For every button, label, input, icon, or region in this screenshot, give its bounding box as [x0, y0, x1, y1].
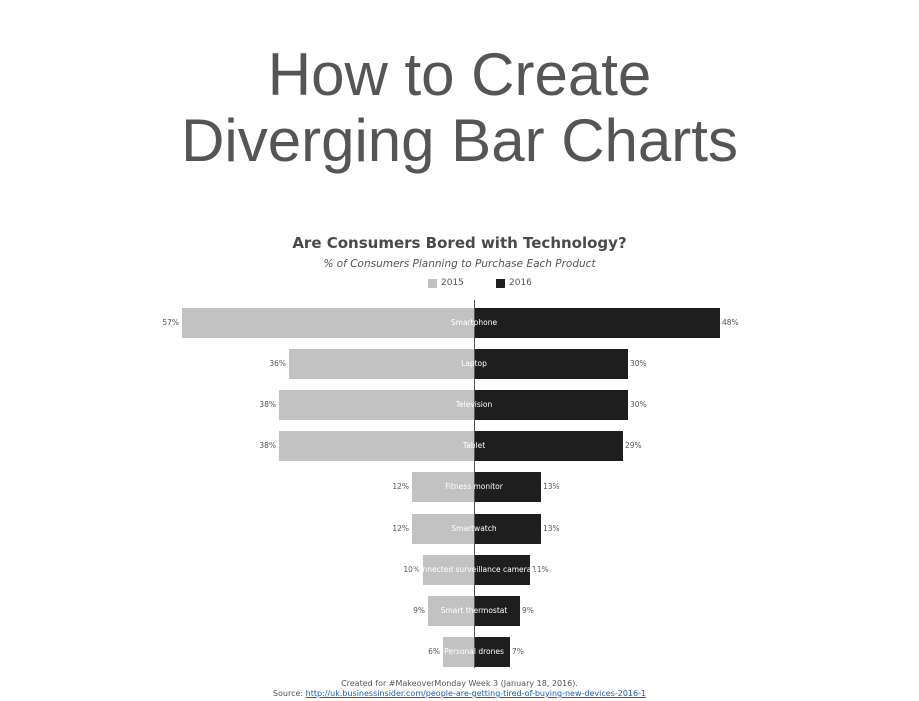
- footer-credit: Created for #MakeoverMonday Week 3 (Janu…: [341, 679, 578, 688]
- page-title: How to Create Diverging Bar Charts: [0, 42, 919, 174]
- bar-2015[interactable]: [412, 514, 474, 544]
- value-label-2015: 9%: [413, 606, 425, 615]
- bar-2016[interactable]: [474, 308, 720, 338]
- category-label: Television: [455, 400, 493, 409]
- value-label-2016: 13%: [543, 482, 560, 491]
- value-label-2016: 30%: [630, 359, 647, 368]
- value-label-2016: 48%: [722, 318, 739, 327]
- category-label: Smartphone: [450, 318, 498, 327]
- value-label-2016: 7%: [512, 647, 524, 656]
- category-label: Smart thermostat: [440, 606, 508, 615]
- bar-2015[interactable]: [428, 596, 474, 626]
- bar-2015[interactable]: [182, 308, 474, 338]
- footer-source: Source: http://uk.businessinsider.com/pe…: [0, 689, 919, 698]
- chart-title: Are Consumers Bored with Technology?: [292, 234, 627, 252]
- value-label-2015: 38%: [259, 441, 276, 450]
- center-axis: [474, 300, 475, 668]
- value-label-2015: 36%: [269, 359, 286, 368]
- value-label-2016: 11%: [532, 565, 549, 574]
- source-link[interactable]: http://uk.businessinsider.com/people-are…: [305, 689, 647, 698]
- bar-2016[interactable]: [474, 596, 520, 626]
- legend-label-2016: 2016: [509, 278, 532, 288]
- value-label-2016: 13%: [543, 524, 560, 533]
- legend-label-2015: 2015: [441, 278, 464, 288]
- legend-item-2015: 2015: [428, 278, 464, 288]
- value-label-2016: 29%: [625, 441, 642, 450]
- value-label-2015: 6%: [428, 647, 440, 656]
- legend-swatch-2016: [496, 278, 505, 288]
- value-label-2015: 12%: [392, 482, 409, 491]
- bar-2016[interactable]: [474, 349, 628, 379]
- bar-2016[interactable]: [474, 390, 628, 420]
- category-label: Smartwatch: [451, 524, 497, 533]
- value-label-2015: 10%: [403, 565, 420, 574]
- bar-2015[interactable]: [423, 555, 474, 585]
- value-label-2015: 57%: [162, 318, 179, 327]
- page-title-line2: Diverging Bar Charts: [181, 107, 738, 174]
- legend-swatch-2015: [428, 278, 437, 288]
- bar-2016[interactable]: [474, 431, 623, 461]
- bar-2016[interactable]: [474, 555, 530, 585]
- bar-2015[interactable]: [289, 349, 474, 379]
- legend-item-2016: 2016: [496, 278, 532, 288]
- bar-2015[interactable]: [412, 472, 474, 502]
- bar-2016[interactable]: [474, 472, 541, 502]
- value-label-2016: 30%: [630, 400, 647, 409]
- bar-2015[interactable]: [443, 637, 474, 667]
- bar-2015[interactable]: [279, 390, 474, 420]
- category-label: Tablet: [462, 441, 486, 450]
- value-label-2016: 9%: [522, 606, 534, 615]
- page-title-line1: How to Create: [267, 41, 652, 108]
- category-label: Personal drones: [444, 647, 504, 656]
- bar-2016[interactable]: [474, 637, 510, 667]
- bar-2016[interactable]: [474, 514, 541, 544]
- chart-subtitle: % of Consumers Planning to Purchase Each…: [323, 258, 596, 270]
- category-label: Connected surveillance cameras: [412, 565, 536, 574]
- category-label: Laptop: [461, 359, 487, 368]
- source-prefix: Source:: [272, 689, 306, 698]
- value-label-2015: 38%: [259, 400, 276, 409]
- category-label: Fitness monitor: [445, 482, 503, 491]
- value-label-2015: 12%: [392, 524, 409, 533]
- bar-2015[interactable]: [279, 431, 474, 461]
